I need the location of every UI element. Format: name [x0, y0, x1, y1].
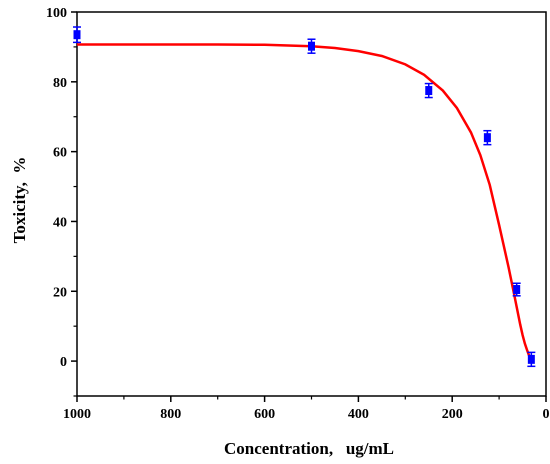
- y-tick-label: 60: [53, 146, 67, 161]
- point-marker: [308, 41, 315, 51]
- y-tick-label: 0: [60, 355, 67, 370]
- x-tick-label: 400: [348, 407, 369, 422]
- x-axis: 1000 800 600 400 200 0: [63, 396, 550, 422]
- x-tick-label: 0: [543, 407, 550, 422]
- plot-area: [73, 11, 547, 397]
- y-tick-label: 80: [53, 76, 67, 91]
- x-axis-title: Concentration, ug/mL: [224, 439, 394, 458]
- fit-curve: [77, 43, 533, 362]
- data-point: [424, 82, 433, 99]
- point-marker: [425, 86, 433, 96]
- point-marker: [483, 133, 491, 143]
- y-tick-label: 40: [53, 215, 67, 230]
- point-marker: [73, 30, 81, 40]
- y-axis: 0 20 40 60 80 100: [46, 6, 77, 397]
- data-point: [512, 282, 521, 297]
- point-marker: [513, 285, 521, 295]
- y-tick-label: 100: [46, 6, 67, 21]
- x-tick-label: 800: [160, 407, 181, 422]
- plot-frame: [76, 11, 547, 397]
- x-tick-label: 1000: [63, 407, 91, 422]
- data-point: [307, 38, 316, 54]
- x-tick-label: 600: [254, 407, 275, 422]
- y-tick-label: 20: [53, 285, 67, 300]
- y-axis-title: Toxicity, %: [10, 157, 29, 244]
- point-marker: [527, 354, 535, 364]
- data-point: [483, 129, 492, 146]
- x-tick-label: 200: [442, 407, 463, 422]
- data-point: [527, 351, 536, 368]
- data-point: [73, 26, 81, 44]
